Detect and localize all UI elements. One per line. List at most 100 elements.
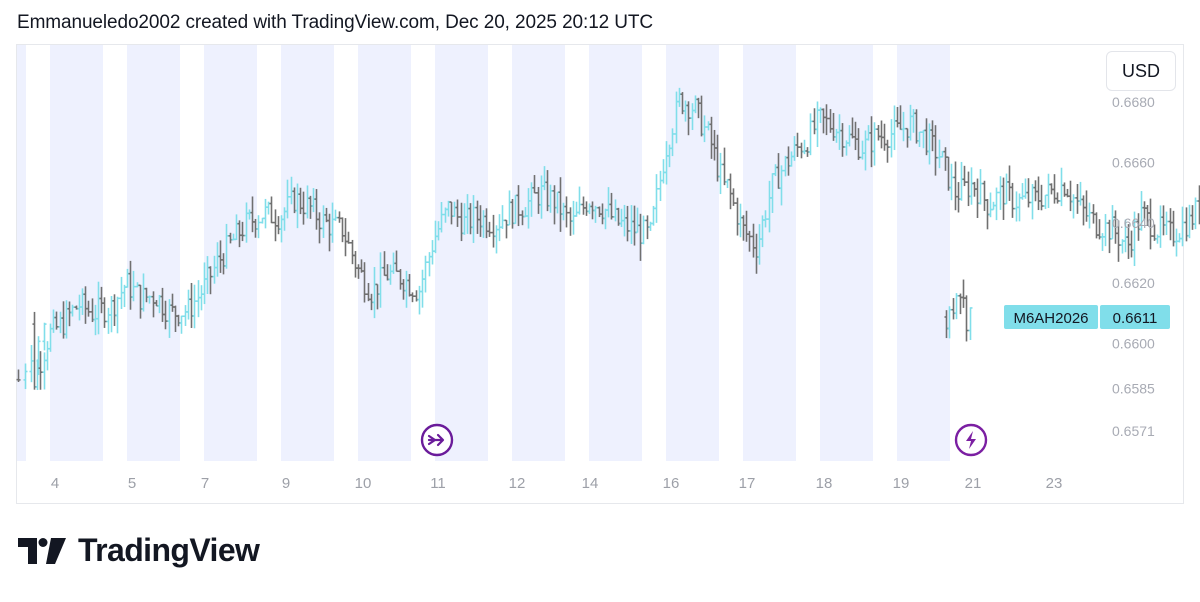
ohlc-bar-down xyxy=(16,369,21,382)
ohlc-bar-up xyxy=(42,322,47,351)
ohlc-bar-down xyxy=(609,192,614,220)
ohlc-bar-down xyxy=(394,250,399,273)
ohlc-bar-up xyxy=(196,280,201,318)
dividend-flash-icon xyxy=(954,423,988,457)
ohlc-bar-down xyxy=(686,101,691,136)
ohlc-bar-down xyxy=(1055,192,1060,204)
ohlc-bar-up xyxy=(1193,197,1198,230)
x-tick-label: 21 xyxy=(965,475,982,492)
ohlc-bar-down xyxy=(337,211,342,223)
x-tick-label: 4 xyxy=(51,475,59,492)
time-axis: 4 5 7 9 10 11 12 14 16 17 18 19 21 23 xyxy=(51,475,1063,492)
ohlc-bar-down xyxy=(1007,165,1012,201)
ohlc-bar-down xyxy=(301,191,306,225)
ohlc-bar-down xyxy=(532,175,537,194)
y-tick-label: 0.6571 xyxy=(1112,423,1155,439)
chart-frame[interactable] xyxy=(16,44,1184,504)
y-tick-label: 0.6585 xyxy=(1112,381,1155,397)
ohlc-bar-down xyxy=(735,197,740,236)
ohlc-bar-down xyxy=(491,214,496,248)
ohlc-bar-up xyxy=(1158,205,1163,248)
ohlc-bar-up xyxy=(147,295,152,304)
ohlc-bar-down xyxy=(240,221,245,242)
ohlc-bar-down xyxy=(956,182,961,213)
ohlc-bar-down xyxy=(504,219,509,239)
ohlc-bar-up xyxy=(917,131,922,147)
session-bands xyxy=(17,45,950,461)
price-axis: 0.6680 0.6660 0.6640 0.6620 0.6600 0.6585 0.65… xyxy=(1112,94,1155,439)
ohlc-bars xyxy=(16,87,1200,391)
ohlc-bar-up xyxy=(131,270,136,302)
ohlc-bar-up xyxy=(1087,202,1092,229)
ohlc-bar-up xyxy=(959,161,964,201)
x-tick-label: 12 xyxy=(509,475,526,492)
y-tick-label: 0.6640 xyxy=(1112,215,1155,231)
ohlc-bar-up xyxy=(471,195,476,243)
ohlc-bar-down xyxy=(54,311,59,330)
ohlc-bar-up xyxy=(1023,178,1028,199)
session-band xyxy=(50,45,103,461)
ohlc-bar-up xyxy=(1059,167,1064,207)
tradingview-logo-icon xyxy=(18,537,66,564)
ohlc-bar-up xyxy=(969,167,974,205)
ohlc-bar-down xyxy=(982,180,987,211)
ohlc-bar-up xyxy=(427,252,432,277)
ohlc-bar-down xyxy=(1026,178,1031,208)
ohlc-bar-down xyxy=(584,201,589,216)
ohlc-bar-up xyxy=(179,315,184,334)
ohlc-bar-up xyxy=(1100,233,1105,251)
ohlc-bar-up xyxy=(1164,211,1169,235)
ohlc-bar-down xyxy=(1107,219,1112,254)
price-badge-bg xyxy=(1100,305,1170,329)
ohlc-bar-down xyxy=(824,104,829,136)
currency-button[interactable]: USD xyxy=(1106,51,1176,91)
ohlc-bar-down xyxy=(1084,190,1089,222)
tradingview-logo[interactable]: TradingView xyxy=(18,532,260,569)
ohlc-bar-down xyxy=(581,196,586,215)
ohlc-bar-up xyxy=(815,101,820,148)
ohlc-bar-up xyxy=(1180,206,1185,247)
x-tick-label: 10 xyxy=(355,475,372,492)
ohlc-bar-up xyxy=(333,209,338,221)
ohlc-bar-up xyxy=(500,205,505,229)
ohlc-bar-up xyxy=(738,203,743,238)
ohlc-bar-up xyxy=(1132,211,1137,267)
ohlc-bar-up xyxy=(593,205,598,223)
ohlc-bar-up xyxy=(661,159,666,184)
ohlc-bar-up xyxy=(423,255,428,293)
ohlc-bar-down xyxy=(317,212,322,244)
ohlc-bar-down xyxy=(879,120,884,149)
x-tick-label: 9 xyxy=(282,475,290,492)
price-badge-label: 0.6611 xyxy=(1113,310,1158,327)
ohlc-bar-down xyxy=(346,231,351,244)
ohlc-bar-down xyxy=(882,123,887,151)
x-tick-label: 23 xyxy=(1046,475,1063,492)
ohlc-bar-down xyxy=(1075,184,1080,214)
ohlc-bar-up xyxy=(183,305,188,327)
ohlc-bar-up xyxy=(988,192,993,218)
ohlc-bar-up xyxy=(654,174,659,223)
event-markers xyxy=(420,423,988,457)
y-tick-label: 0.6600 xyxy=(1112,335,1155,351)
x-tick-label: 5 xyxy=(128,475,136,492)
ohlc-bar-up xyxy=(1103,214,1108,247)
ohlc-bar-down xyxy=(353,251,358,278)
x-tick-label: 16 xyxy=(663,475,680,492)
ohlc-bar-down xyxy=(1068,180,1073,212)
ohlc-bar-up xyxy=(192,284,197,329)
y-tick-label: 0.6680 xyxy=(1112,94,1155,110)
ohlc-bar-down xyxy=(340,217,345,243)
ohlc-bar-down xyxy=(856,128,861,160)
ohlc-bar-down xyxy=(799,142,804,159)
ohlc-bar-up xyxy=(954,293,959,320)
ohlc-bar-down xyxy=(32,311,37,390)
ohlc-bar-down xyxy=(731,188,736,206)
ohlc-bar-up xyxy=(763,210,768,228)
ohlc-bar-up xyxy=(725,178,730,189)
ohlc-bar-up xyxy=(968,307,973,341)
ohlc-bar-up xyxy=(122,284,127,308)
ohlc-bar-up xyxy=(577,186,582,215)
symbol-badge-label: M6AH2026 xyxy=(1013,310,1088,327)
ohlc-bar-up xyxy=(45,341,50,371)
